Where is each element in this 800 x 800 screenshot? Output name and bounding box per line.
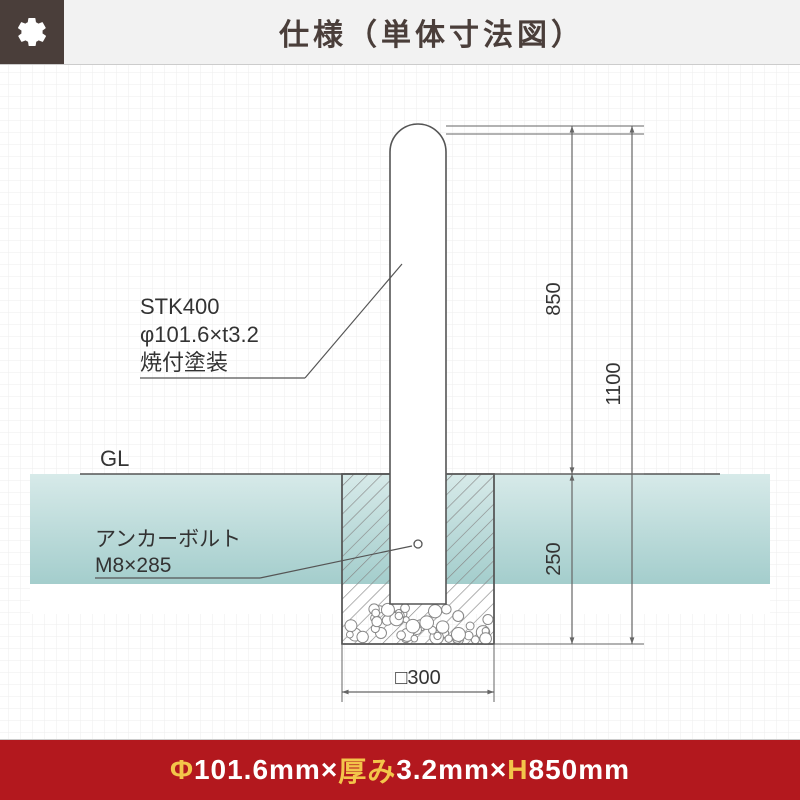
- svg-text:250: 250: [543, 542, 565, 575]
- sep1: ×: [321, 754, 338, 786]
- header-bar: 仕様（単体寸法図）: [0, 0, 800, 64]
- svg-text:STK400: STK400: [140, 294, 220, 319]
- height-value: 850mm: [529, 754, 631, 786]
- svg-text:M8×285: M8×285: [95, 554, 171, 577]
- thickness-label: 厚み: [338, 750, 396, 790]
- footer-spec: Φ 101.6mm × 厚み 3.2mm × H 850mm: [0, 740, 800, 800]
- svg-text:850: 850: [543, 282, 565, 315]
- dimension-diagram: STK400 φ101.6×t3.2 焼付塗装 GL アンカーボルト M8×285 850 2…: [0, 64, 800, 740]
- diagram-area: STK400 φ101.6×t3.2 焼付塗装 GL アンカーボルト M8×285 850 2…: [0, 64, 800, 740]
- svg-text:□300: □300: [395, 667, 440, 689]
- svg-text:GL: GL: [100, 446, 129, 471]
- svg-text:1100: 1100: [603, 362, 625, 405]
- svg-text:アンカーボルト: アンカーボルト: [95, 528, 241, 551]
- gear-icon: [15, 15, 49, 49]
- gear-icon-box: [0, 0, 64, 64]
- height-label: H: [507, 754, 528, 786]
- svg-text:φ101.6×t3.2: φ101.6×t3.2: [140, 322, 259, 347]
- diameter-value: 101.6mm: [194, 754, 321, 786]
- svg-text:焼付塗装: 焼付塗装: [140, 350, 228, 375]
- phi-symbol: Φ: [170, 754, 194, 786]
- sep2: ×: [490, 754, 507, 786]
- header-title: 仕様（単体寸法図）: [64, 0, 800, 64]
- thickness-value: 3.2mm: [396, 754, 490, 786]
